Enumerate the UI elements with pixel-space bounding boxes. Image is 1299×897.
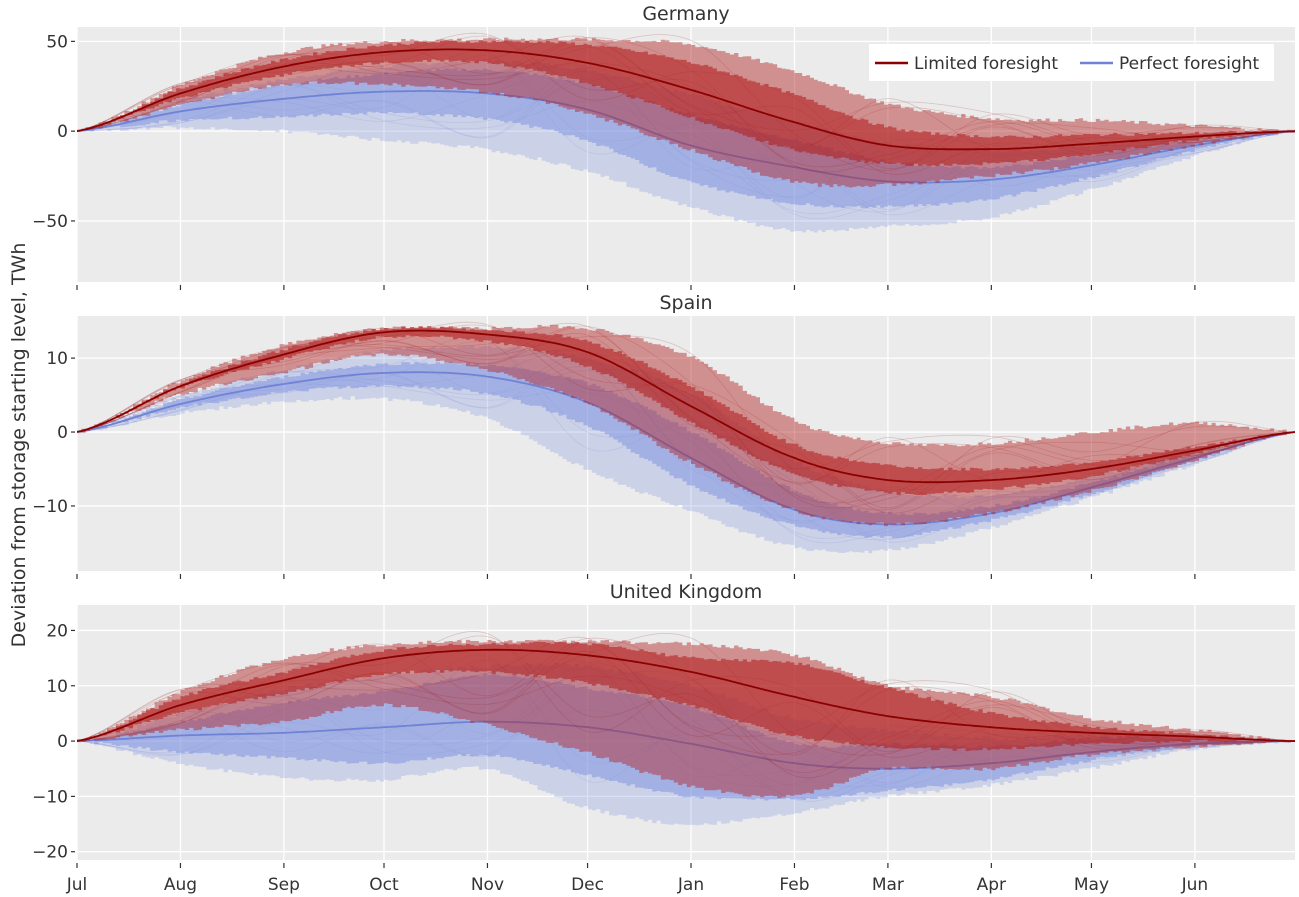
inner-band-perfect bbox=[77, 68, 1295, 209]
legend-label-perfect: Perfect foresight bbox=[1119, 54, 1260, 74]
series-group bbox=[77, 32, 1295, 233]
series-group bbox=[77, 321, 1295, 554]
inner-band-limited bbox=[77, 326, 1295, 496]
panel-title: Spain bbox=[659, 292, 712, 314]
inner-band-limited bbox=[77, 40, 1295, 167]
series-group bbox=[77, 630, 1295, 826]
x-tick-label: Nov bbox=[471, 875, 504, 895]
legend-label-limited: Limited foresight bbox=[914, 54, 1058, 74]
x-tick-label: Mar bbox=[872, 875, 904, 895]
panel-united-kingdom: United Kingdom −20 −10 0 10 20 bbox=[32, 581, 1295, 868]
ensemble-trace-limited bbox=[77, 335, 1295, 511]
y-tick-label: 0 bbox=[57, 122, 68, 142]
y-tick-label: −10 bbox=[32, 787, 68, 807]
legend-box bbox=[869, 44, 1274, 81]
panel-title: Germany bbox=[642, 3, 729, 25]
y-tick-label: 50 bbox=[46, 32, 68, 52]
x-tick-label: Jan bbox=[677, 875, 704, 895]
x-tick-label: Aug bbox=[164, 875, 197, 895]
y-tick-label: 0 bbox=[57, 732, 68, 752]
inner-band-limited bbox=[77, 641, 1295, 751]
x-tick-label: Jun bbox=[1181, 875, 1209, 895]
y-tick-label: −50 bbox=[32, 212, 68, 232]
inner-band-perfect bbox=[77, 673, 1295, 801]
x-tick-label: Jul bbox=[66, 875, 88, 895]
legend: Limited foresight Perfect foresight bbox=[869, 44, 1274, 81]
x-tick-label: Dec bbox=[571, 875, 604, 895]
y-tick-label: 20 bbox=[46, 621, 68, 641]
panel-spain: Spain −10 0 10 bbox=[32, 292, 1295, 579]
panel-title: United Kingdom bbox=[610, 581, 763, 603]
y-tick-label: 10 bbox=[46, 677, 68, 697]
median-line-perfect bbox=[77, 371, 1295, 526]
median-line-limited bbox=[77, 648, 1295, 742]
x-tick-label: Feb bbox=[779, 875, 809, 895]
x-tick-label: Sep bbox=[268, 875, 300, 895]
y-tick-label: 10 bbox=[46, 349, 68, 369]
inner-band-perfect bbox=[77, 361, 1295, 539]
y-tick-label: 0 bbox=[57, 423, 68, 443]
y-axis-label: Deviation from storage starting level, T… bbox=[8, 243, 30, 648]
x-tick-label: Oct bbox=[369, 875, 399, 895]
median-line-perfect bbox=[77, 720, 1295, 770]
x-tick-label: May bbox=[1074, 875, 1109, 895]
outer-band-limited bbox=[77, 639, 1295, 799]
ensemble-trace-limited bbox=[77, 321, 1295, 509]
median-line-limited bbox=[77, 329, 1295, 484]
median-line-limited bbox=[77, 48, 1295, 151]
x-tick-labels: Jul Aug Sep Oct Nov Dec Jan Feb Mar Apr May Jun bbox=[66, 875, 1208, 895]
median-line-perfect bbox=[77, 90, 1295, 184]
x-tick-label: Apr bbox=[977, 875, 1006, 895]
y-tick-label: −10 bbox=[32, 497, 68, 517]
y-tick-label: −20 bbox=[32, 843, 68, 863]
ensemble-trace-limited bbox=[77, 632, 1295, 756]
